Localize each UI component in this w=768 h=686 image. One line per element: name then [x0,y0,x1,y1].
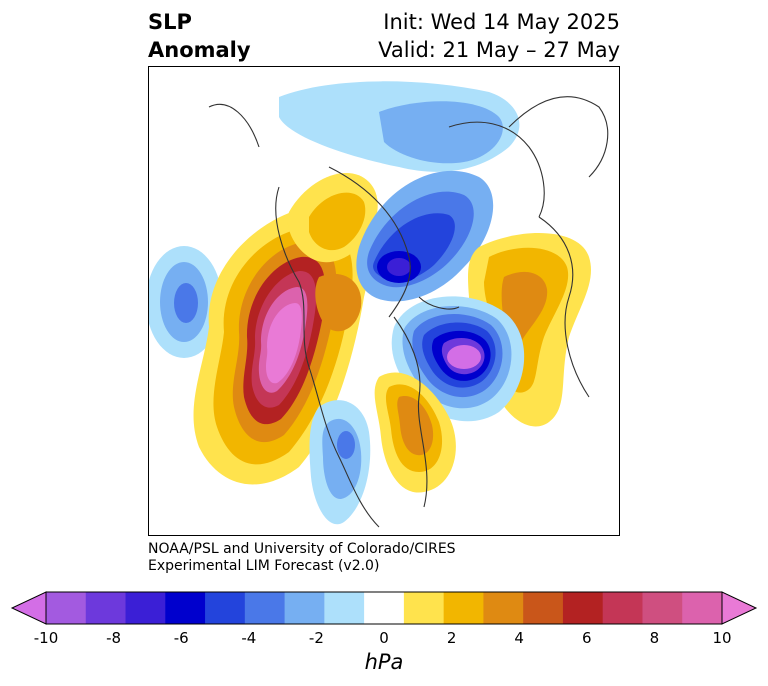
credit-line-1: NOAA/PSL and University of Colorado/CIRE… [148,541,456,557]
colorbar-tick-label: -10 [33,629,59,647]
colorbar-cell [244,592,286,624]
colorbar-frame [45,591,723,625]
colorbar-tick-label: 0 [379,629,389,647]
colorbar-cell [85,592,127,624]
colorbar-cell [125,592,166,624]
colorbar-tick-label: -4 [241,629,257,647]
colorbar-cell [443,592,484,624]
canada-high-field [287,173,378,332]
colorbar [10,591,758,625]
map-title: SLP Anomaly [148,8,251,64]
credit-text: NOAA/PSL and University of Colorado/CIRE… [148,541,456,575]
colorbar-cell [165,592,206,624]
colorbar-cell [403,592,445,624]
colorbar-cell [46,592,87,624]
colorbar-extend-low [10,591,47,625]
us-east-high-field [374,372,456,493]
colorbar-cell [483,592,524,624]
us-central-low-field [309,400,371,525]
colorbar-tick-label: 2 [446,629,457,647]
coastlines [208,96,609,528]
valid-range: Valid: 21 May – 27 May [378,38,620,62]
colorbar-tick-label: 6 [582,629,592,647]
colorbar-tick-label: 10 [712,629,732,647]
arctic-low-field [279,81,520,172]
hudson-low-field [356,170,494,302]
colorbar-tick-label: 4 [514,629,524,647]
colorbar-cell [364,592,405,624]
pacific-low-field [149,246,222,358]
colorbar-tick-label: -6 [173,629,189,647]
title-line-2: Anomaly [148,38,251,62]
atlantic-low-field [391,296,525,422]
forecast-dates: Init: Wed 14 May 2025 Valid: 21 May – 27… [378,8,620,64]
anomaly-map-svg [149,81,609,528]
title-line-1: SLP [148,10,192,34]
anomaly-map [148,66,620,536]
colorbar-cell [642,592,683,624]
colorbar-cells [10,591,758,625]
colorbar-cell [205,592,246,624]
colorbar-cell [324,592,365,624]
colorbar-cell [562,592,604,624]
colorbar-unit: hPa [364,650,404,674]
colorbar-cell [682,592,723,624]
colorbar-cell [602,592,643,624]
colorbar-tick-label: -8 [106,629,122,647]
init-date: Init: Wed 14 May 2025 [383,10,620,34]
colorbar-extend-high [721,591,758,625]
credit-line-2: Experimental LIM Forecast (v2.0) [148,558,380,574]
colorbar-tick-label: -2 [308,629,324,647]
colorbar-tick-label: 8 [649,629,660,647]
colorbar-cell [523,592,564,624]
colorbar-cell [284,592,325,624]
